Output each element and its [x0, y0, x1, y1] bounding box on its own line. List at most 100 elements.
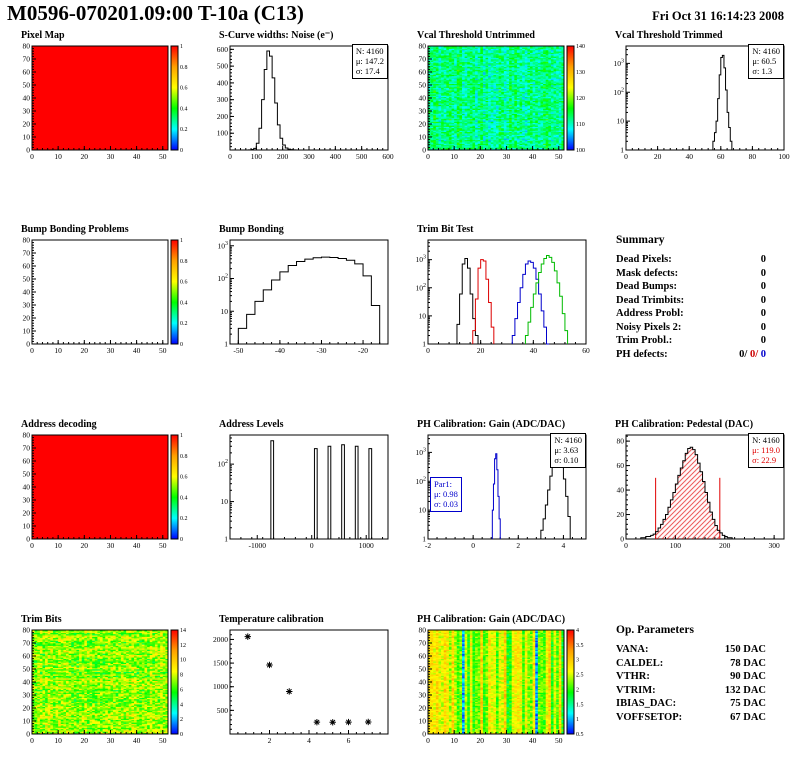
stats-box: N: 4160 μ: 3.63 σ: 0.10	[550, 433, 586, 468]
panel-bump-bonding: Bump Bonding	[204, 224, 396, 384]
bump-bonding-problems-chart	[6, 236, 198, 362]
panel-title: Bump Bonding	[219, 224, 284, 235]
panel-ph-calibration-pedestal: PH Calibration: Pedestal (DAC) N: 4160 μ: …	[600, 419, 792, 579]
row-label: Dead Trimbits:	[616, 294, 685, 306]
ph-calibration-gain-map-chart	[402, 626, 594, 752]
panel-title: PH Calibration: Gain (ADC/DAC)	[417, 419, 566, 430]
panel-address-decoding: Address decoding	[6, 419, 198, 579]
panel-title: Bump Bonding Problems	[21, 224, 129, 235]
row-label: VOFFSETOP:	[616, 711, 683, 723]
row-value: 78 DAC	[730, 657, 766, 669]
row-value: 75 DAC	[730, 698, 766, 709]
panel-title: Trim Bit Test	[417, 224, 474, 235]
stats-box: N: 4160 μ: 147.2 σ: 17.4	[351, 44, 388, 79]
row-value: 0	[760, 294, 766, 306]
op-parameters-row: VOFFSETOP: 67 DAC	[616, 711, 766, 725]
row-value: 132 DAC	[724, 684, 766, 696]
panel-title: S-Curve widths: Noise (e⁻)	[219, 30, 334, 41]
row-label: Address Probl:	[616, 308, 684, 319]
stats-line: μ: 119.0	[752, 445, 780, 455]
stats-line: μ: 0.98	[434, 489, 458, 499]
row-value: 0	[760, 321, 766, 333]
address-levels-chart	[204, 431, 396, 557]
row-label: Dead Pixels:	[616, 254, 672, 265]
summary-row: Dead Trimbits: 0	[616, 294, 766, 308]
panel-title: Vcal Threshold Untrimmed	[417, 30, 535, 41]
row-label: VANA:	[616, 644, 649, 655]
stats-box: N: 4160 μ: 60.5 σ: 1.3	[748, 44, 784, 79]
row-value: 150 DAC	[724, 644, 766, 655]
row-value-part: 0/	[739, 348, 748, 360]
row-value-part: 0	[758, 348, 766, 360]
panel-summary: Summary Dead Pixels: 0 Mask defects: 0 Dead B…	[600, 224, 792, 384]
row-value: 0	[760, 308, 766, 319]
panel-title: Address decoding	[21, 419, 97, 430]
stats-line: σ: 0.10	[554, 455, 579, 465]
row-label: CALDEL:	[616, 657, 664, 669]
stats-line: N: 4160	[355, 46, 384, 56]
op-parameters-row: VTHR: 90 DAC	[616, 670, 766, 684]
row-value: 0	[760, 335, 766, 346]
panel-title: Pixel Map	[21, 30, 65, 41]
panel-title: PH Calibration: Gain (ADC/DAC)	[417, 614, 566, 625]
row-value: 0	[760, 254, 766, 265]
panel-address-levels: Address Levels	[204, 419, 396, 579]
panel-pixel-map: Pixel Map	[6, 30, 198, 190]
stats-box: Par1: μ: 0.98 σ: 0.03	[430, 477, 462, 512]
panel-vcal-threshold-trimmed: Vcal Threshold Trimmed N: 4160 μ: 60.5 σ: 1…	[600, 30, 792, 190]
row-label: PH defects:	[616, 348, 668, 360]
row-label: Mask defects:	[616, 267, 679, 279]
summary-row: Dead Bumps: 0	[616, 280, 766, 294]
summary-row: Trim Probl.: 0	[616, 334, 766, 348]
panel-op-parameters: Op. Parameters VANA: 150 DAC CALDEL: 78 DAC V…	[600, 614, 792, 772]
panel-title: PH Calibration: Pedestal (DAC)	[615, 419, 754, 430]
stats-line: μ: 147.2	[355, 56, 384, 66]
stats-line: N: 4160	[554, 435, 582, 445]
summary-row: Noisy Pixels 2: 0	[616, 321, 766, 335]
row-label: VTRIM:	[616, 684, 656, 696]
stats-line: μ: 60.5	[752, 56, 777, 66]
panel-temperature-calibration: Temperature calibration	[204, 614, 396, 772]
op-parameters-row: IBIAS_DAC: 75 DAC	[616, 697, 766, 711]
op-parameters-rows: VANA: 150 DAC CALDEL: 78 DAC VTHR: 90 DAC VTRI…	[600, 643, 792, 724]
stats-line: σ: 0.03	[434, 499, 458, 509]
vcal-threshold-untrimmed-chart	[402, 42, 594, 168]
row-label: Trim Probl.:	[616, 335, 673, 346]
summary-row: Address Probl: 0	[616, 307, 766, 321]
panel-title: Summary	[616, 234, 665, 246]
summary-rows: Dead Pixels: 0 Mask defects: 0 Dead Bumps: 0 D…	[600, 253, 792, 361]
stats-line: μ: 3.63	[554, 445, 579, 455]
row-label: Dead Bumps:	[616, 281, 677, 292]
stats-line: N: 4160	[752, 435, 780, 445]
row-value: 90 DAC	[730, 671, 766, 682]
panel-vcal-threshold-untrimmed: Vcal Threshold Untrimmed	[402, 30, 594, 190]
stats-line: N: 4160	[752, 46, 780, 56]
panel-title: Op. Parameters	[616, 624, 694, 636]
temperature-calibration-chart	[204, 626, 396, 752]
row-value: 0	[760, 281, 766, 292]
row-value: 0/ 0/ 0	[739, 348, 766, 362]
panel-title: Trim Bits	[21, 614, 62, 625]
timestamp: Fri Oct 31 16:14:23 2008	[652, 9, 784, 23]
row-label: Noisy Pixels 2:	[616, 321, 682, 333]
address-decoding-chart	[6, 431, 198, 557]
stats-line: Par1:	[434, 479, 452, 489]
op-parameters-row: CALDEL: 78 DAC	[616, 657, 766, 671]
panel-trim-bit-test: Trim Bit Test	[402, 224, 594, 384]
row-value: 67 DAC	[730, 711, 766, 723]
panel-trim-bits: Trim Bits	[6, 614, 198, 772]
row-value: 0	[760, 267, 766, 279]
panel-ph-calibration-gain-hist: PH Calibration: Gain (ADC/DAC) N: 4160 μ: …	[402, 419, 594, 579]
trim-bit-test-chart	[402, 236, 594, 362]
panel-bump-bonding-problems: Bump Bonding Problems	[6, 224, 198, 384]
page-title: M0596-070201.09:00 T-10a (C13)	[7, 1, 304, 25]
trim-bits-chart	[6, 626, 198, 752]
panel-scurve-noise-width: S-Curve widths: Noise (e⁻) N: 4160 μ: 147.…	[204, 30, 396, 190]
stats-box: N: 4160 μ: 119.0 σ: 22.9	[748, 433, 784, 468]
panel-title: Address Levels	[219, 419, 284, 430]
row-value-part: 0/	[747, 348, 759, 360]
row-label: IBIAS_DAC:	[616, 698, 677, 709]
stats-line: σ: 22.9	[752, 455, 777, 465]
op-parameters-row: VANA: 150 DAC	[616, 643, 766, 657]
